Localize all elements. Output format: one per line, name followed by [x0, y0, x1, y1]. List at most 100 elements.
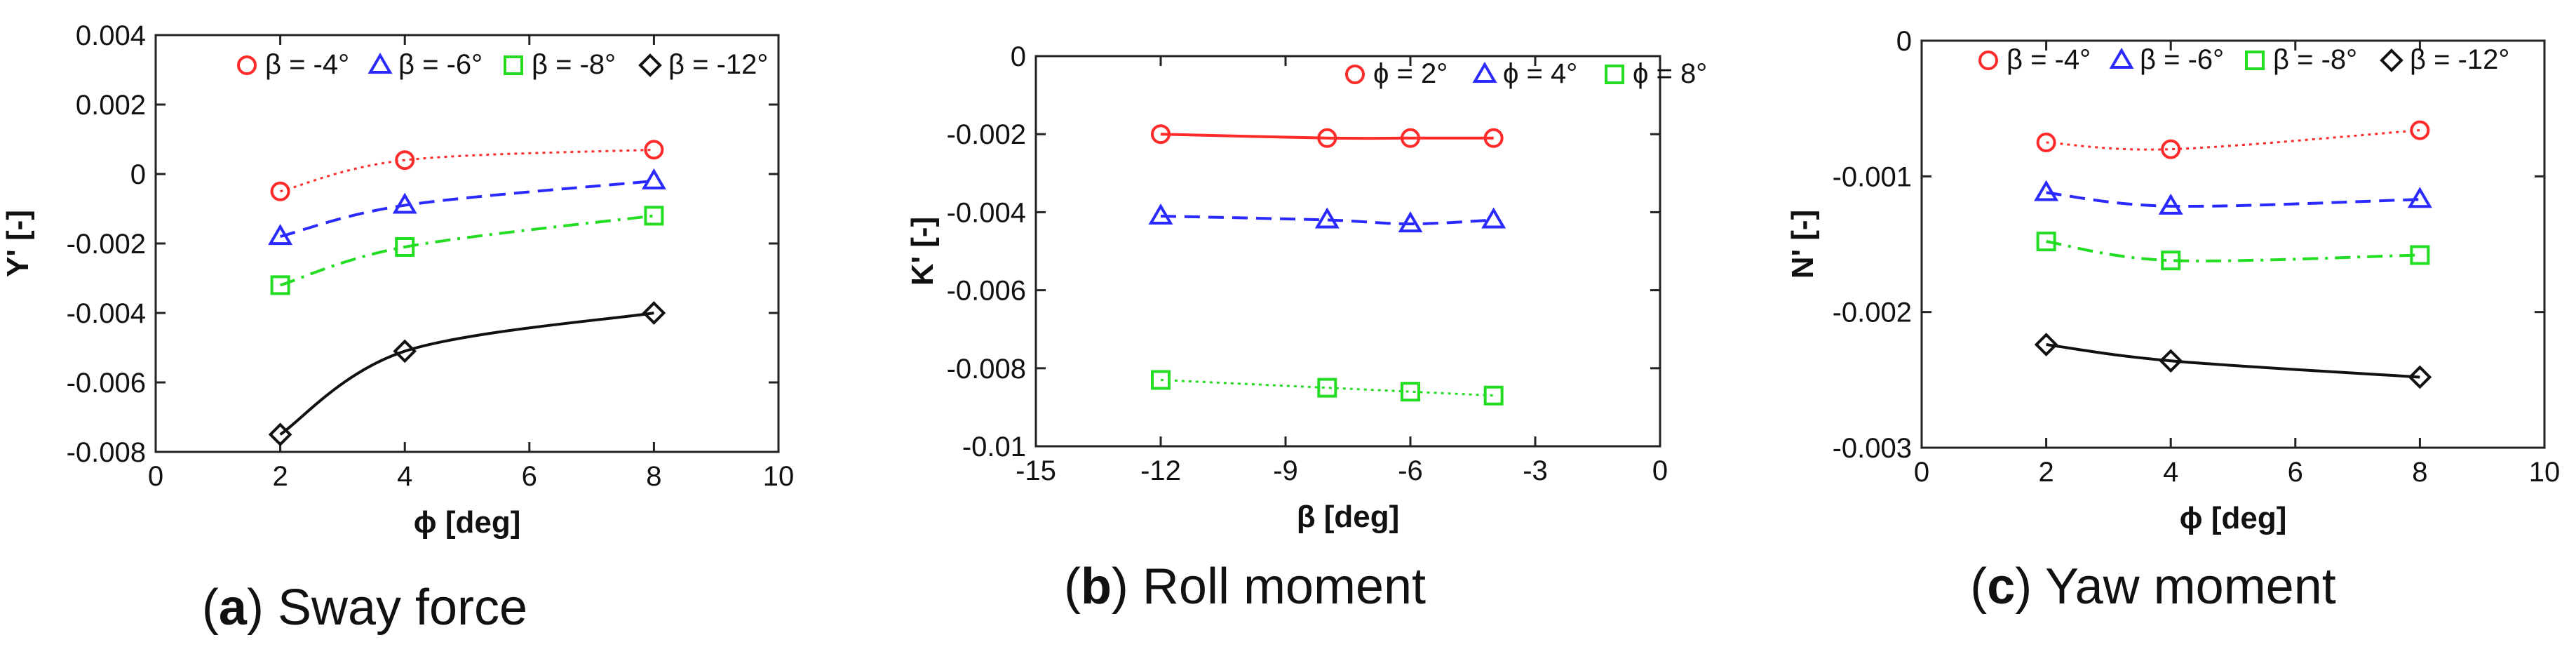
x-axis-label: ϕ [deg]	[414, 505, 521, 540]
x-tick-label: 0	[1652, 455, 1668, 486]
data-point	[1148, 203, 1173, 225]
legend-label: β = -6°	[2140, 44, 2224, 75]
caption-text: Sway force	[278, 580, 527, 636]
data-point	[392, 192, 417, 214]
x-axis-label: β [deg]	[1297, 500, 1400, 534]
legend-marker	[367, 53, 393, 74]
data-point	[2034, 333, 2058, 356]
data-point	[2159, 349, 2183, 373]
x-tick-label: -6	[1398, 455, 1423, 486]
data-point	[2036, 133, 2056, 152]
data-point	[2410, 245, 2430, 265]
caption: (b) Roll moment	[1064, 559, 1426, 615]
legend-label: β = -8°	[2273, 44, 2357, 75]
series-line	[280, 214, 654, 287]
legend-label: β = -6°	[398, 49, 483, 80]
y-tick-label: -0.006	[67, 368, 146, 399]
legend-marker	[1978, 51, 1998, 70]
caption-paren-close: )	[2015, 559, 2045, 615]
legend-label: β = -12°	[2410, 44, 2509, 75]
plot-frame	[1034, 55, 1661, 448]
legend-label: β = -8°	[532, 49, 616, 80]
caption-text: Yaw moment	[2045, 559, 2336, 615]
x-tick-label: -9	[1273, 455, 1298, 486]
plot-frame	[154, 34, 780, 453]
data-point	[1151, 370, 1171, 390]
y-tick-label: -0.01	[962, 432, 1026, 462]
legend-label: β = -4°	[265, 49, 349, 80]
y-tick-label: 0	[1011, 41, 1026, 72]
data-point	[2161, 251, 2181, 271]
series-line	[2046, 191, 2420, 208]
x-tick-label: 10	[2529, 457, 2561, 488]
caption: (a) Sway force	[202, 580, 527, 636]
y-axis-label: K' [-]	[905, 217, 940, 286]
y-tick-label: -0.008	[67, 437, 146, 468]
data-point	[393, 339, 417, 363]
x-tick-label: 10	[763, 461, 795, 492]
data-point	[2158, 193, 2183, 215]
data-point	[1483, 128, 1504, 148]
x-tick-label: -3	[1523, 455, 1548, 486]
y-tick-label: -0.006	[947, 276, 1026, 307]
data-point	[1317, 128, 1337, 148]
data-point	[1317, 378, 1337, 398]
caption-text: Roll moment	[1142, 559, 1426, 615]
y-tick-label: -0.004	[67, 298, 146, 329]
legend-label: β = -4°	[2007, 44, 2091, 75]
legend-marker	[1472, 62, 1497, 83]
legend-label: ϕ = 4°	[1503, 58, 1577, 89]
data-point	[1314, 207, 1340, 229]
legend-marker	[1605, 65, 1624, 84]
y-tick-label: 0	[1896, 26, 1912, 57]
data-point	[2410, 120, 2430, 140]
legend-marker	[2245, 51, 2265, 70]
legend-marker	[504, 55, 523, 75]
data-point	[1151, 124, 1171, 145]
x-tick-label: 8	[646, 461, 661, 492]
series-line	[280, 179, 654, 239]
x-tick-label: 2	[2038, 457, 2054, 488]
x-tick-label: 8	[2412, 457, 2427, 488]
caption-letter: b	[1081, 559, 1112, 615]
series-line	[2046, 240, 2420, 262]
legend-marker	[2109, 48, 2134, 69]
legend-marker	[1345, 65, 1365, 84]
data-point	[2161, 139, 2181, 159]
series-line	[279, 312, 654, 436]
x-tick-label: 6	[2288, 457, 2303, 488]
data-point	[1483, 385, 1504, 406]
caption-letter: a	[219, 580, 248, 636]
data-point	[1481, 207, 1506, 229]
legend-label: ϕ = 2°	[1373, 58, 1448, 89]
chart-b: -15 -12 -9 -6 -3 0 -0.01 -0.008 -0.006 -0.004 -0.0…	[905, 41, 1707, 615]
data-point	[268, 224, 293, 246]
caption-paren-close: )	[1112, 559, 1142, 615]
caption-paren-close: )	[247, 580, 278, 636]
y-tick-label: -0.002	[67, 229, 146, 260]
data-point	[270, 275, 290, 295]
x-tick-label: 2	[272, 461, 288, 492]
x-tick-label: 4	[2163, 457, 2178, 488]
data-point	[644, 206, 664, 226]
x-tick-label: 0	[1914, 457, 1929, 488]
legend-label: ϕ = 8°	[1633, 58, 1707, 89]
legend-marker	[237, 55, 257, 75]
data-point	[1398, 211, 1423, 233]
x-tick-label: 6	[522, 461, 537, 492]
caption-paren-open: (	[202, 580, 219, 636]
data-point	[395, 150, 415, 171]
y-tick-label: -0.002	[947, 119, 1026, 150]
y-tick-label: -0.004	[947, 197, 1026, 228]
x-axis-label: ϕ [deg]	[2180, 501, 2287, 535]
y-tick-label: -0.001	[1833, 161, 1912, 192]
data-point	[395, 236, 415, 257]
y-tick-label: 0	[130, 159, 146, 190]
series-line	[2046, 343, 2420, 379]
x-tick-label: 4	[397, 461, 412, 492]
y-tick-label: 0.002	[76, 90, 146, 121]
y-tick-label: -0.003	[1833, 433, 1912, 464]
caption: (c) Yaw moment	[1970, 559, 2336, 615]
chart-c: 0 2 4 6 8 10 -0.003 -0.002 -0.001 0 ϕ [deg] N' [-] β…	[1786, 26, 2560, 615]
